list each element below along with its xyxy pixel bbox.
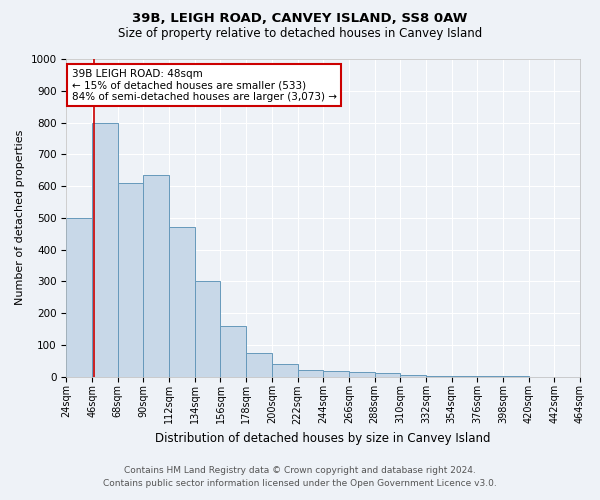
Text: Contains HM Land Registry data © Crown copyright and database right 2024.
Contai: Contains HM Land Registry data © Crown c…: [103, 466, 497, 487]
Bar: [323, 371, 349, 376]
Bar: [92, 122, 118, 376]
Bar: [169, 228, 195, 376]
Bar: [220, 326, 246, 376]
Text: 39B LEIGH ROAD: 48sqm
← 15% of detached houses are smaller (533)
84% of semi-det: 39B LEIGH ROAD: 48sqm ← 15% of detached …: [71, 68, 337, 102]
Text: Size of property relative to detached houses in Canvey Island: Size of property relative to detached ho…: [118, 28, 482, 40]
Bar: [400, 375, 426, 376]
Bar: [246, 352, 272, 376]
Bar: [195, 282, 220, 376]
Bar: [118, 183, 143, 376]
Y-axis label: Number of detached properties: Number of detached properties: [15, 130, 25, 306]
Bar: [67, 218, 92, 376]
Bar: [349, 372, 374, 376]
Bar: [272, 364, 298, 376]
Text: 39B, LEIGH ROAD, CANVEY ISLAND, SS8 0AW: 39B, LEIGH ROAD, CANVEY ISLAND, SS8 0AW: [133, 12, 467, 26]
Bar: [374, 372, 400, 376]
Bar: [298, 370, 323, 376]
Bar: [143, 175, 169, 376]
X-axis label: Distribution of detached houses by size in Canvey Island: Distribution of detached houses by size …: [155, 432, 491, 445]
